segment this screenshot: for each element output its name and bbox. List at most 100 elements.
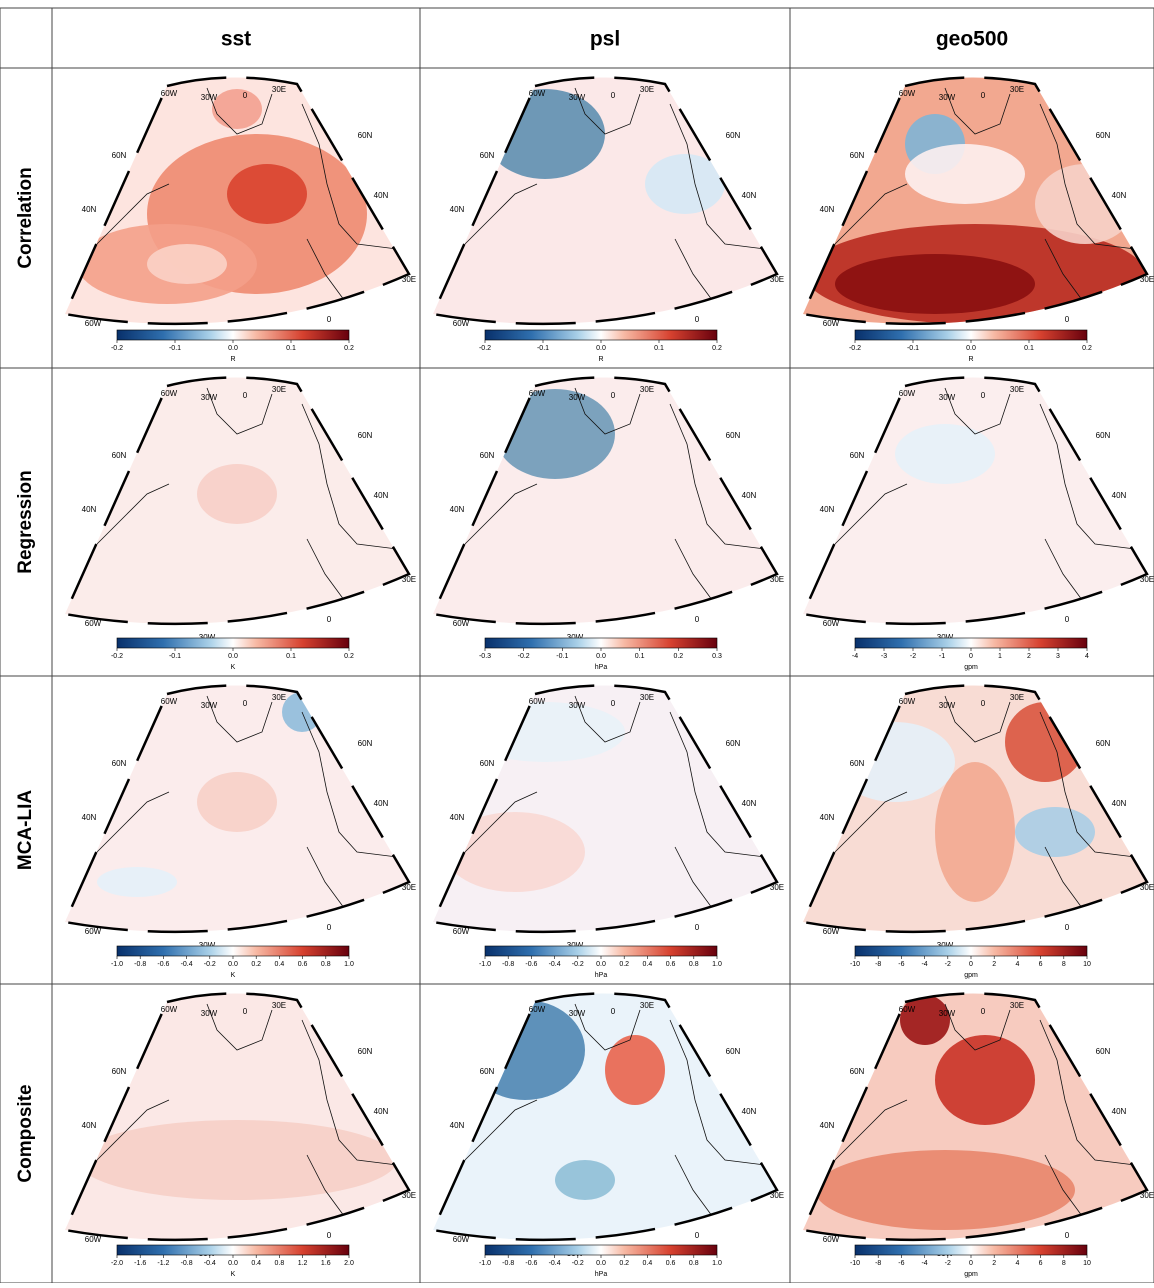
colorbar-tick-label: 6 [1039, 961, 1043, 968]
colorbar-tick-label: 0.8 [275, 1260, 285, 1267]
map-label: 0 [327, 315, 332, 324]
colorbar-tick-label: -0.2 [572, 961, 584, 968]
map-label: 60W [453, 1235, 470, 1244]
map-label: 30W [199, 941, 216, 950]
colorbar-tick-label: 0.4 [275, 961, 285, 968]
field-blob [97, 867, 177, 897]
colorbar-tick-label: 0.2 [344, 653, 354, 660]
map-panel: 60W30W030E60N40N60N40N30E60W30W0-0.2-0.1… [63, 76, 416, 363]
colorbar-tick-label: 0.1 [286, 345, 296, 352]
colorbar-tick-label: 0.2 [344, 345, 354, 352]
map-frame [431, 76, 779, 326]
map-label: 30E [1140, 1191, 1154, 1200]
map-label: 30E [402, 275, 416, 284]
colorbar-unit: hPa [595, 1271, 608, 1278]
map-field [77, 87, 398, 305]
map-label: 30E [272, 1001, 286, 1010]
colorbar-tick-label: -0.8 [502, 1260, 514, 1267]
colorbar-tick-label: 0.0 [596, 345, 606, 352]
map-label: 30E [1010, 385, 1024, 394]
colorbar-tick-label: -0.8 [134, 961, 146, 968]
map-label: 30E [770, 883, 784, 892]
map-label: 30W [569, 393, 586, 402]
field-blob [815, 1150, 1075, 1230]
map-label: 30W [201, 1009, 218, 1018]
colorbar-tick-label: -4 [921, 1260, 927, 1267]
map-label: 0 [243, 391, 248, 400]
colorbar-tick-label: 0.2 [619, 961, 629, 968]
map-frame [431, 376, 779, 626]
field-blob [555, 1160, 615, 1200]
colorbar-tick-label: 0.8 [689, 961, 699, 968]
colorbar-tick-label: 0.0 [228, 345, 238, 352]
map-label: 60W [85, 1235, 102, 1244]
map-label: 60N [358, 1047, 373, 1056]
map-frame [63, 76, 411, 326]
map-field [805, 87, 1145, 324]
map-label: 60W [823, 619, 840, 628]
map-label: 60N [480, 759, 495, 768]
map-label: 30E [1010, 1001, 1024, 1010]
colorbar-tick-label: 0.6 [666, 1260, 676, 1267]
map-label: 30W [201, 701, 218, 710]
coastline [464, 695, 766, 913]
colorbar-tick-label: 1.0 [344, 961, 354, 968]
colorbar-tick-label: 1.2 [298, 1260, 308, 1267]
map-field [464, 387, 766, 605]
field-blob [645, 154, 725, 214]
map-frame [63, 376, 411, 626]
map-label: 40N [374, 191, 389, 200]
map-label: 40N [820, 1121, 835, 1130]
map-frame [801, 684, 1149, 934]
coastline [464, 387, 766, 605]
colorbar-tick-label: -8 [875, 961, 881, 968]
map-field [96, 387, 398, 605]
colorbar-tick-label: 0.0 [596, 961, 606, 968]
colorbar-tick-label: -4 [852, 653, 858, 660]
map-label: 60W [823, 319, 840, 328]
map-label: 60N [112, 759, 127, 768]
map-label: 0 [695, 315, 700, 324]
colorbar-tick-label: -1.0 [111, 961, 123, 968]
map-label: 40N [820, 205, 835, 214]
map-label: 40N [82, 1121, 97, 1130]
colorbar-tick-label: -3 [881, 653, 887, 660]
map-label: 0 [611, 1007, 616, 1016]
field-blob [905, 144, 1025, 204]
map-panel: 60W 30W 0 30E 60N 40N 60N 40N 30E 60W 30W 0 -1.0 -0.8… [63, 684, 416, 979]
coastline [464, 87, 766, 305]
colorbar-unit: hPa [595, 972, 608, 979]
colorbar-unit: R [230, 356, 235, 363]
row-header: Regression [15, 470, 36, 573]
map-label: 60N [726, 1047, 741, 1056]
field-blob [485, 89, 605, 179]
map-label: 40N [374, 491, 389, 500]
colorbar-tick-label: -0.3 [479, 653, 491, 660]
map-panel: 60W 30W 0 30E 60N 40N 60N 40N 30E 60W 30W 0 -1.0 -0.8… [431, 684, 784, 979]
map-label: 30W [199, 633, 216, 642]
map-frame [801, 376, 1149, 626]
map-label: 40N [82, 505, 97, 514]
colorbar-tick-label: 1.6 [321, 1260, 331, 1267]
map-label: 60W [161, 697, 178, 706]
field-blob [1005, 702, 1085, 782]
column-header: sst [221, 28, 251, 51]
map-label: 60W [85, 319, 102, 328]
colorbar [116, 945, 350, 957]
colorbar-tick-label: 1.0 [712, 1260, 722, 1267]
coastline [834, 87, 1136, 305]
map-label: 0 [611, 699, 616, 708]
colorbar-tick-label: 0.8 [321, 961, 331, 968]
map-label: 0 [1065, 615, 1070, 624]
colorbar-tick-label: 0.4 [251, 1260, 261, 1267]
field-blob [445, 812, 585, 892]
map-label: 40N [82, 813, 97, 822]
map-label: 60N [726, 739, 741, 748]
map-label: 0 [695, 1231, 700, 1240]
colorbar-tick-label: 0.2 [712, 345, 722, 352]
field-blob [465, 702, 625, 762]
map-label: 40N [450, 205, 465, 214]
map-label: 0 [243, 1007, 248, 1016]
map-label: 30E [640, 1001, 654, 1010]
